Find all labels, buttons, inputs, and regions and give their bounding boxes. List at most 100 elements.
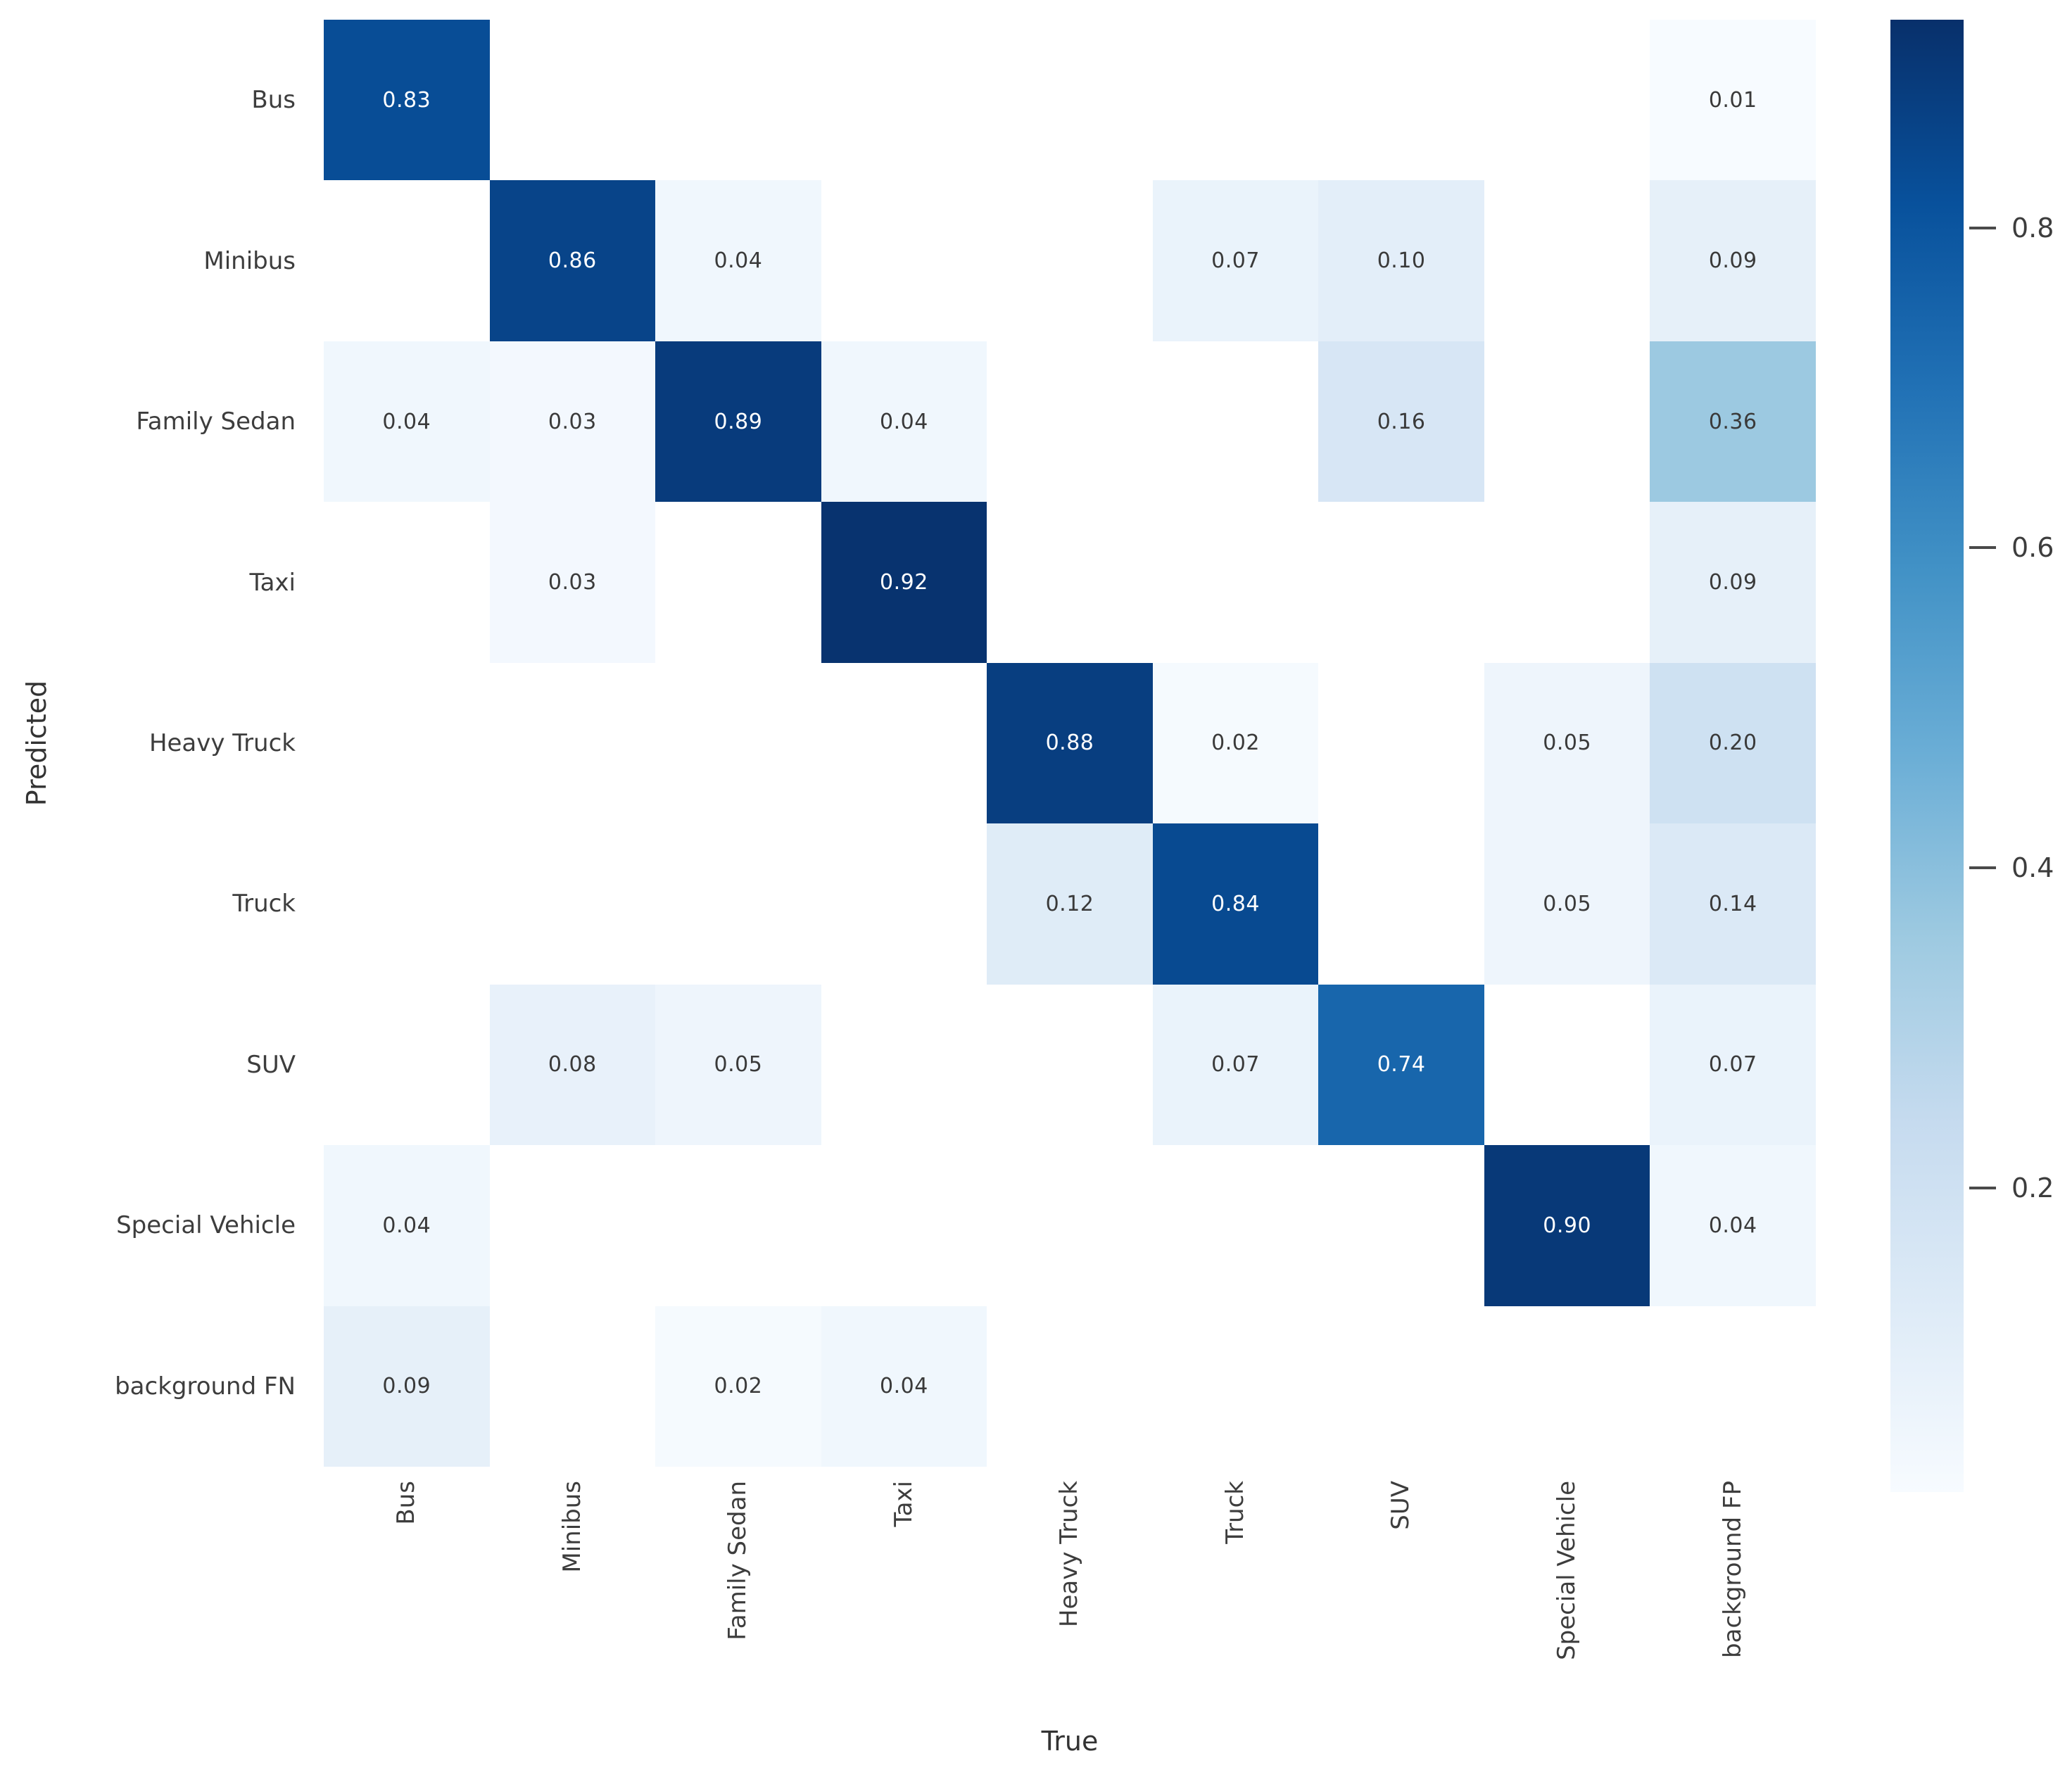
heatmap-cell [1650,1306,1816,1467]
heatmap-cell: 0.04 [324,1145,490,1306]
heatmap-cell: 0.09 [1650,180,1816,341]
heatmap-cell: 0.83 [324,20,490,181]
x-tick-labels: Bus Minibus Family Sedan Taxi Heavy Truck Tru… [324,1481,1816,1741]
heatmap-cell: 0.84 [1152,823,1319,985]
heatmap-cell [821,984,987,1146]
y-tick-label: Taxi [249,568,296,597]
x-tick-label: SUV [1386,1481,1415,1530]
x-tick-label-cell: Family Sedan [655,1481,821,1741]
heatmap-cell [655,662,821,824]
heatmap-cell [821,180,987,341]
x-tick-label-cell: Taxi [821,1481,987,1741]
heatmap-cell: 0.16 [1318,341,1484,503]
heatmap-cell [987,1306,1153,1467]
heatmap-cell: 0.07 [1650,984,1816,1146]
colorbar-tick [1969,546,1996,550]
heatmap-cell: 0.14 [1650,823,1816,985]
heatmap-cell: 0.04 [1650,1145,1816,1306]
heatmap-cell [1484,502,1650,663]
x-tick-label: Truck [1220,1481,1249,1544]
heatmap-cell: 0.04 [821,341,987,503]
heatmap-cell: 0.74 [1318,984,1484,1146]
x-tick-label: Family Sedan [724,1481,752,1641]
heatmap-cell [1152,1306,1319,1467]
heatmap-cell: 0.04 [821,1306,987,1467]
heatmap-cell: 0.36 [1650,341,1816,503]
x-tick-label: Minibus [557,1481,586,1573]
colorbar-gradient [1890,20,1964,1492]
x-tick-label: Special Vehicle [1553,1481,1581,1660]
y-tick-label: Truck [232,890,296,918]
heatmap-cell: 0.01 [1650,20,1816,181]
heatmap-cell [987,180,1153,341]
heatmap-cell: 0.08 [489,984,656,1146]
y-tick-label: background FN [115,1372,296,1401]
y-tick-labels: Bus Minibus Family Sedan Taxi Heavy Truck Tru… [0,20,311,1467]
colorbar: 0.8 0.6 0.4 0.2 [1890,20,2054,1492]
x-tick-label-cell: background FP [1650,1481,1817,1741]
heatmap-cell: 0.05 [655,984,821,1146]
heatmap-cell [987,20,1153,181]
heatmap-cell [1484,180,1650,341]
heatmap-cell: 0.92 [821,502,987,663]
heatmap-grid: 0.83 0.01 0.86 0.04 0.07 0.10 0.09 0.04 0.03 0.89… [324,20,1816,1467]
heatmap-cell: 0.07 [1152,180,1319,341]
y-tick-label: Special Vehicle [116,1211,296,1240]
heatmap-cell: 0.02 [1152,662,1319,824]
heatmap-cell: 0.90 [1484,1145,1650,1306]
heatmap-cell [1152,20,1319,181]
colorbar-tick [1969,226,1996,229]
heatmap-cell [821,20,987,181]
heatmap-cell: 0.88 [987,662,1153,824]
heatmap-cell [1484,341,1650,503]
x-axis-title: True [1041,1726,1099,1757]
heatmap-cell [324,662,490,824]
heatmap-cell: 0.86 [489,180,656,341]
heatmap-cell [1318,823,1484,985]
heatmap-cell [324,823,490,985]
x-tick-label-cell: Truck [1153,1481,1319,1741]
heatmap-cell [1484,984,1650,1146]
heatmap-cell: 0.09 [1650,502,1816,663]
colorbar-tick-label: 0.4 [2011,852,2054,884]
heatmap-cell: 0.04 [655,180,821,341]
heatmap-cell [489,1145,656,1306]
heatmap-cell [655,502,821,663]
heatmap-cell [655,1145,821,1306]
heatmap-cell [987,502,1153,663]
heatmap-cell [489,823,656,985]
heatmap-cell [489,20,656,181]
heatmap-cell [1152,1145,1319,1306]
x-tick-label-cell: Special Vehicle [1484,1481,1650,1741]
heatmap-cell: 0.03 [489,341,656,503]
heatmap-cell [821,1145,987,1306]
heatmap-cell [1318,1145,1484,1306]
heatmap-cell: 0.89 [655,341,821,503]
x-tick-label: Taxi [889,1481,918,1527]
x-tick-label-cell: Heavy Truck [987,1481,1153,1741]
x-tick-label-cell: Bus [324,1481,490,1741]
x-tick-label-cell: SUV [1318,1481,1484,1741]
heatmap-cell [1484,20,1650,181]
heatmap-cell [1152,341,1319,503]
heatmap-cell: 0.07 [1152,984,1319,1146]
heatmap-cell [655,20,821,181]
heatmap-cell [1152,502,1319,663]
heatmap-cell [1318,662,1484,824]
heatmap-cell: 0.10 [1318,180,1484,341]
heatmap-cell: 0.03 [489,502,656,663]
heatmap-cell: 0.12 [987,823,1153,985]
heatmap-cell [324,180,490,341]
colorbar-tick-label: 0.2 [2011,1172,2054,1203]
colorbar-tick [1969,1186,1996,1189]
heatmap-cell [324,984,490,1146]
heatmap-cell [1318,20,1484,181]
colorbar-tick-label: 0.8 [2011,212,2054,244]
heatmap-cell [1318,1306,1484,1467]
y-tick-label: Bus [251,86,296,115]
heatmap-cell: 0.09 [324,1306,490,1467]
heatmap-cell: 0.04 [324,341,490,503]
heatmap-cell [821,823,987,985]
heatmap-cell [821,662,987,824]
